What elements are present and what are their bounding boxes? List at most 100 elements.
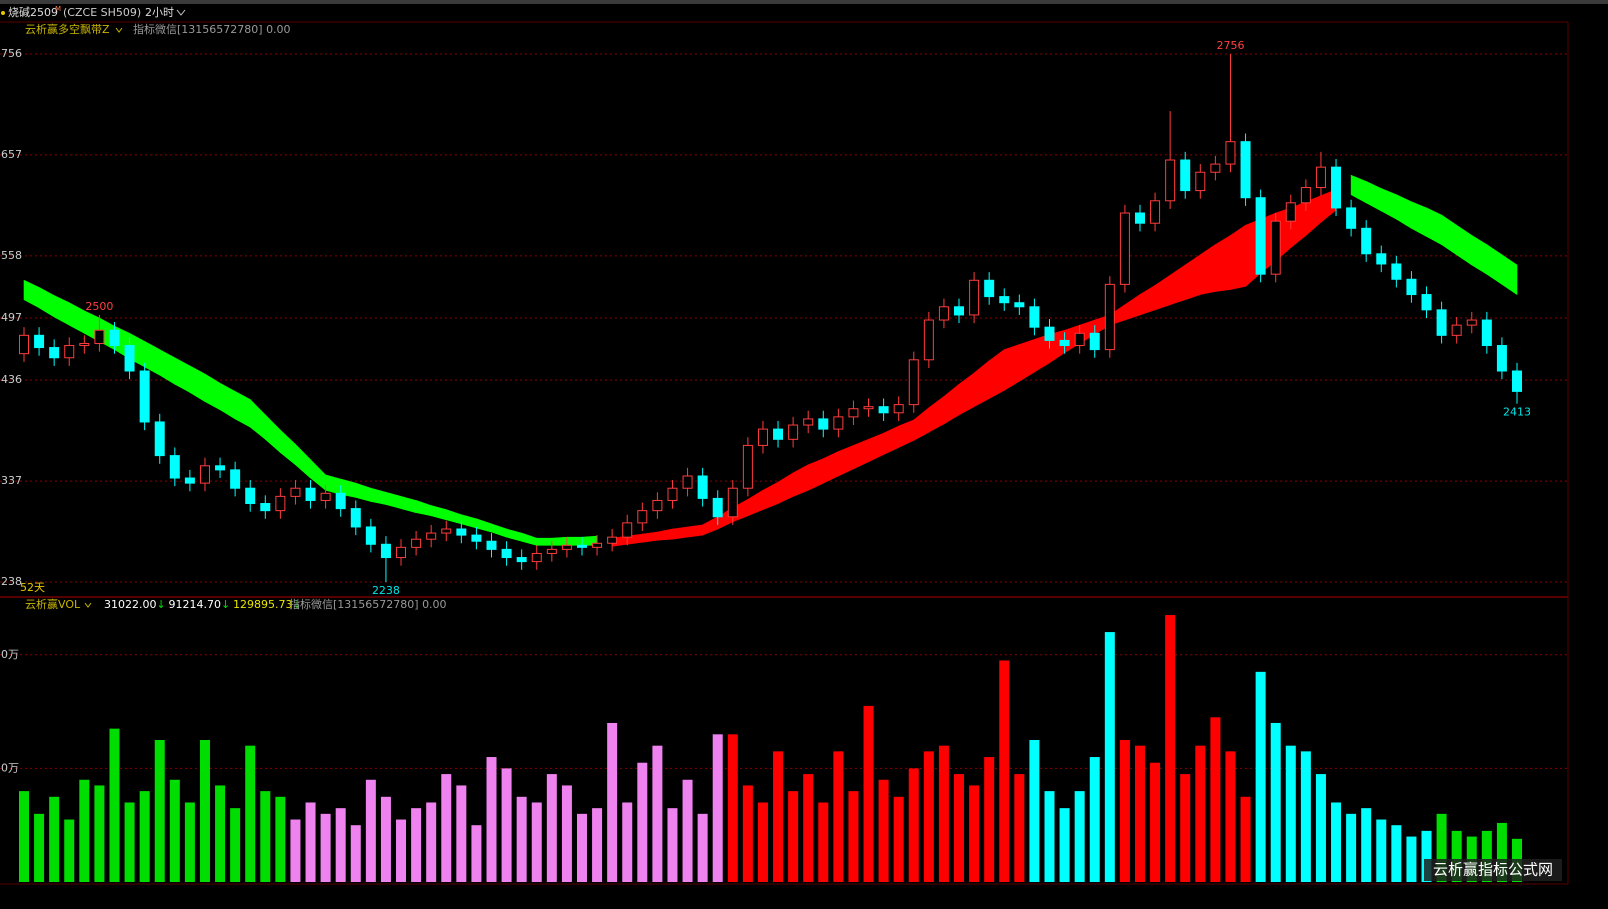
candle-body xyxy=(1150,200,1161,224)
candle-body xyxy=(1361,227,1372,255)
volume-bar xyxy=(380,796,391,882)
volume-bar xyxy=(1436,813,1447,882)
volume-bar xyxy=(1255,671,1266,882)
volume-bar xyxy=(833,751,844,882)
volume-bar xyxy=(1074,791,1085,882)
volume-bar xyxy=(1315,774,1326,882)
legend-arrow: ↓ xyxy=(221,598,230,611)
volume-bar xyxy=(954,774,965,882)
candle-body xyxy=(215,465,226,471)
candle-body xyxy=(245,487,256,505)
volume-bar xyxy=(622,802,633,882)
symbol-flag: M xyxy=(55,5,61,13)
high-label: 2500 xyxy=(85,300,113,313)
volume-bar xyxy=(1481,830,1492,882)
y-tick-label: 2337 xyxy=(0,474,22,487)
volume-bar xyxy=(245,745,256,882)
candle-body xyxy=(833,416,844,430)
volume-bar xyxy=(818,802,829,882)
y-tick-label: 2756 xyxy=(0,47,22,60)
candle-body xyxy=(230,469,241,489)
candle-body xyxy=(1119,212,1130,285)
volume-bar xyxy=(1044,791,1055,882)
volume-bar xyxy=(697,813,708,882)
legend-arrow: ↓ xyxy=(293,598,302,611)
vol-chevron[interactable] xyxy=(84,602,92,608)
band-segment xyxy=(702,516,719,536)
volume-bar xyxy=(169,779,180,882)
candle-body xyxy=(1270,220,1281,275)
band-segment xyxy=(476,518,492,533)
volume-bar xyxy=(49,796,60,882)
candle-body xyxy=(290,487,301,497)
candle-body xyxy=(1014,302,1025,308)
volume-bar xyxy=(863,705,874,882)
band-segment xyxy=(461,514,477,529)
band-segment xyxy=(506,528,522,542)
volume-bar xyxy=(1150,762,1161,882)
candle-body xyxy=(1165,159,1176,202)
y-tick-label: 20万 xyxy=(0,648,19,661)
volume-bar xyxy=(411,808,422,882)
band-segment xyxy=(1215,234,1231,292)
range-label: 52天 xyxy=(20,581,45,594)
low-label: 2413 xyxy=(1503,406,1531,419)
period-chevron[interactable] xyxy=(176,9,186,16)
volume-bar xyxy=(320,813,331,882)
candle-body xyxy=(908,359,919,406)
symbol-code: (CZCE SH509) xyxy=(63,6,141,19)
candle-body xyxy=(1496,345,1507,372)
candle-body xyxy=(396,546,407,559)
volume-bar xyxy=(1119,740,1130,882)
band-segment xyxy=(1396,194,1412,229)
band-segment xyxy=(264,414,281,454)
candle-body xyxy=(561,544,572,550)
volume-bar xyxy=(1361,808,1372,882)
y-tick-label: 2497 xyxy=(0,311,22,324)
candle-body xyxy=(64,345,75,359)
band-segment xyxy=(838,444,854,477)
candle-body xyxy=(607,536,618,544)
band-segment xyxy=(1441,214,1457,256)
band-segment xyxy=(1184,254,1201,301)
candle-body xyxy=(803,418,814,426)
volume-bar xyxy=(154,740,165,882)
indicator-chevron[interactable] xyxy=(115,27,123,33)
band-segment xyxy=(672,526,688,540)
candle-body xyxy=(863,406,874,410)
volume-bar xyxy=(456,785,467,882)
candle-body xyxy=(305,487,316,501)
band-segment xyxy=(777,472,794,504)
candle-body xyxy=(592,542,603,548)
volume-bar xyxy=(1014,774,1025,882)
candle-body xyxy=(818,418,829,430)
candle-body xyxy=(1331,166,1342,209)
vol-subtitle: 指标微信[13156572780] 0.00 xyxy=(289,597,447,611)
vol-title: 云析赢VOL xyxy=(25,597,81,611)
candle-body xyxy=(938,306,949,321)
candle-body xyxy=(923,319,934,361)
band-segment xyxy=(1365,180,1382,212)
band-segment xyxy=(159,349,176,385)
status-dot xyxy=(1,11,5,15)
band-segment xyxy=(928,395,945,433)
band-segment xyxy=(38,286,55,318)
band-segment xyxy=(853,438,869,470)
volume-bar xyxy=(878,779,889,882)
candle-body xyxy=(622,522,633,538)
candle-body xyxy=(411,538,422,548)
band-segment xyxy=(415,500,432,517)
volume-bar xyxy=(199,740,210,882)
watermark-box xyxy=(1424,859,1562,881)
volume-bar xyxy=(441,774,452,882)
volume-bar xyxy=(1195,745,1206,882)
volume-bar xyxy=(561,785,572,882)
legend-value: 129895.73 xyxy=(233,598,293,611)
candle-body xyxy=(1195,171,1206,192)
candle-body xyxy=(516,557,527,563)
volume-bar xyxy=(1406,836,1417,882)
candle-body xyxy=(1285,202,1296,222)
volume-bar xyxy=(260,791,271,882)
volume-bar xyxy=(1421,830,1432,882)
